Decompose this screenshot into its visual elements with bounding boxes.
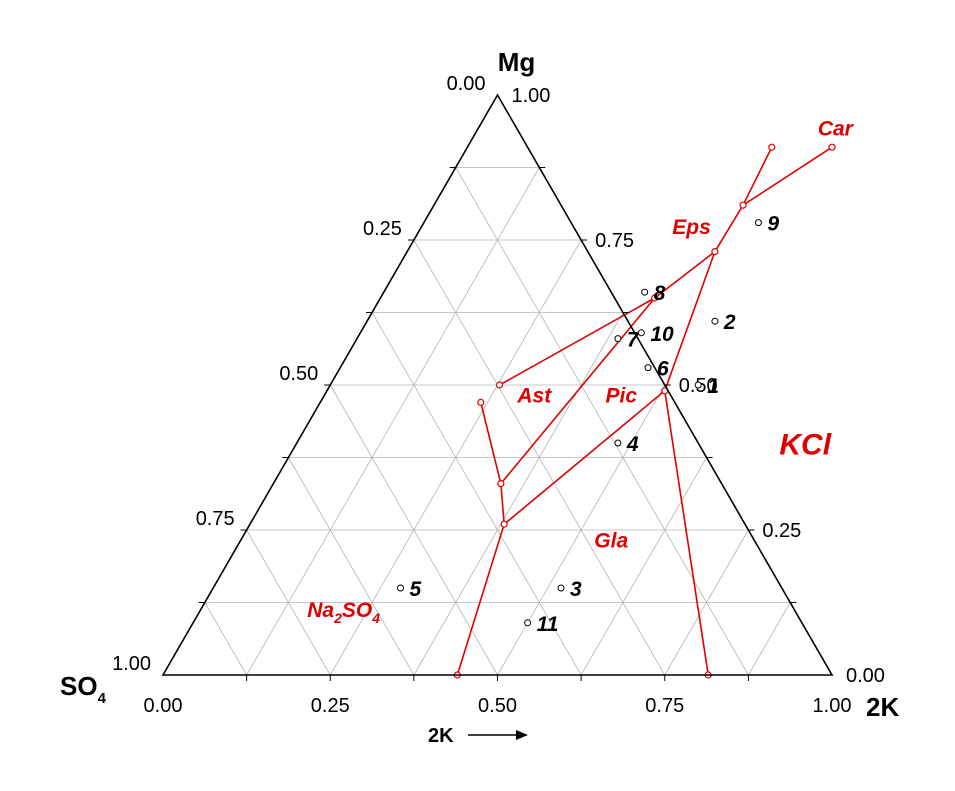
region-label: Ast — [516, 384, 552, 407]
grid-line — [246, 167, 540, 676]
phase-boundary — [500, 297, 656, 485]
data-point — [694, 381, 702, 389]
data-point-label: 2 — [723, 311, 736, 334]
vertex-label-mg: Mg — [498, 47, 536, 77]
right-tick-label: 0.75 — [595, 230, 634, 252]
grid-line — [413, 239, 666, 676]
left-tick-label: 1.00 — [112, 653, 151, 675]
axis-ticks: 0.00 0.25 0.50 0.75 1.00 0.00 0.25 0.50 0.75 1.00… — [112, 73, 885, 717]
grid-line — [413, 312, 624, 676]
bottom-tick-label: 0.75 — [645, 695, 684, 717]
data-point-label: 9 — [767, 213, 779, 236]
phase-boundaries — [453, 143, 836, 679]
phase-boundary — [479, 402, 502, 484]
right-tick-label: 1.00 — [512, 85, 551, 107]
right-tick-label: 0.00 — [846, 665, 885, 687]
grid-line — [455, 167, 749, 676]
grid-line — [371, 312, 582, 676]
data-point-label: 5 — [409, 578, 421, 601]
data-point — [641, 288, 649, 296]
grid-line — [580, 457, 707, 676]
phase-boundary — [456, 523, 505, 676]
data-point-label: 4 — [626, 433, 639, 456]
data-point — [524, 619, 532, 627]
data-points: 1 2 3 4 5 67 8 9 10 11 — [396, 213, 779, 636]
data-point — [711, 317, 719, 325]
region-label: KCl — [779, 429, 831, 462]
region-label: Na2SO4 — [307, 599, 380, 626]
invariant-point — [497, 480, 505, 488]
phase-boundary — [654, 250, 716, 299]
grid-line — [748, 602, 791, 676]
data-point-label: 10 — [650, 323, 674, 346]
bottom-tick-label: 0.00 — [144, 695, 183, 717]
left-tick-label: 0.75 — [196, 508, 235, 530]
bottom-axis-title: 2K — [428, 725, 454, 747]
data-point-label: 8 — [654, 282, 666, 305]
data-point-label: 11 — [537, 613, 559, 636]
region-label: Gla — [594, 529, 628, 552]
data-point — [754, 219, 762, 227]
right-tick-label: 0.25 — [762, 520, 801, 542]
region-label: Pic — [605, 384, 637, 407]
phase-boundary — [500, 483, 505, 525]
left-tick-label: 0.25 — [363, 218, 402, 240]
vertex-label-2k: 2K — [866, 692, 899, 722]
data-point — [396, 584, 404, 592]
invariant-point — [768, 143, 776, 151]
bottom-axis-arrow — [468, 730, 528, 740]
invariant-point — [477, 398, 485, 406]
phase-boundary — [663, 251, 716, 392]
invariant-point — [495, 381, 504, 389]
data-point-label: 1 — [707, 375, 719, 398]
grid-line — [288, 457, 415, 676]
region-label: Eps — [672, 216, 711, 239]
phase-boundary — [742, 146, 773, 206]
left-tick-label: 0.50 — [279, 363, 318, 385]
bottom-tick-label: 0.25 — [311, 695, 350, 717]
vertex-label-so4: SO4 — [60, 671, 107, 707]
phase-boundary — [663, 390, 710, 676]
data-point — [614, 439, 622, 447]
data-point — [644, 364, 652, 372]
invariant-point — [500, 520, 508, 528]
bottom-tick-label: 1.00 — [813, 695, 852, 717]
data-point — [614, 335, 622, 343]
data-point — [557, 584, 565, 592]
invariant-point — [711, 248, 719, 256]
phase-boundary — [742, 146, 833, 206]
grid-line — [329, 384, 498, 676]
grid-line — [246, 529, 331, 676]
data-point — [637, 329, 645, 337]
vertex-label-so4-sub: 4 — [98, 690, 107, 707]
invariant-point — [651, 294, 659, 302]
invariant-point — [828, 143, 836, 151]
bottom-tick-label: 0.50 — [478, 695, 517, 717]
region-label: Car — [818, 118, 855, 141]
data-point-label: 7 — [627, 329, 640, 352]
grid-lines — [204, 167, 791, 676]
vertex-label-so4-main: SO — [60, 671, 98, 701]
phase-boundary — [714, 204, 744, 253]
phase-boundary — [503, 390, 666, 525]
invariant-point — [739, 201, 747, 209]
grid-line — [204, 602, 247, 676]
left-tick-label: 0.00 — [447, 73, 486, 95]
data-point-label: 3 — [570, 578, 582, 601]
data-point-label: 6 — [657, 358, 669, 381]
